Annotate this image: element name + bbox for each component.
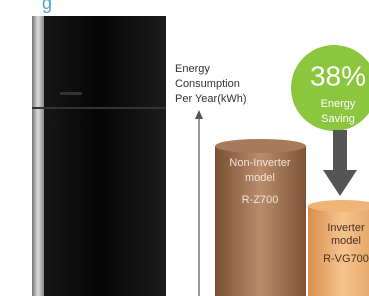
- cylinder-label: Inverter: [327, 222, 365, 234]
- title-fragment: g: [42, 0, 52, 13]
- saving-label: Saving: [321, 113, 355, 125]
- axis-label: Energy: [175, 63, 210, 75]
- inverter-cylinder: [308, 200, 369, 296]
- model-name: R-Z700: [242, 194, 279, 206]
- axis-arrow: [195, 110, 203, 296]
- cylinder-label: model: [245, 172, 275, 184]
- cylinder-label: model: [331, 235, 361, 247]
- refrigerator: [32, 16, 166, 296]
- axis-label: Per Year(kWh): [175, 93, 247, 105]
- cylinder-label: Non-Inverter: [229, 157, 290, 169]
- infographic: g Energy Consumption Per Year(kWh) 38% E…: [0, 0, 369, 296]
- saving-label: Energy: [321, 98, 356, 110]
- axis-label: Consumption: [175, 78, 240, 90]
- down-arrow: [323, 130, 357, 196]
- model-name: R-VG700: [323, 253, 369, 265]
- saving-percent: 38%: [310, 60, 366, 91]
